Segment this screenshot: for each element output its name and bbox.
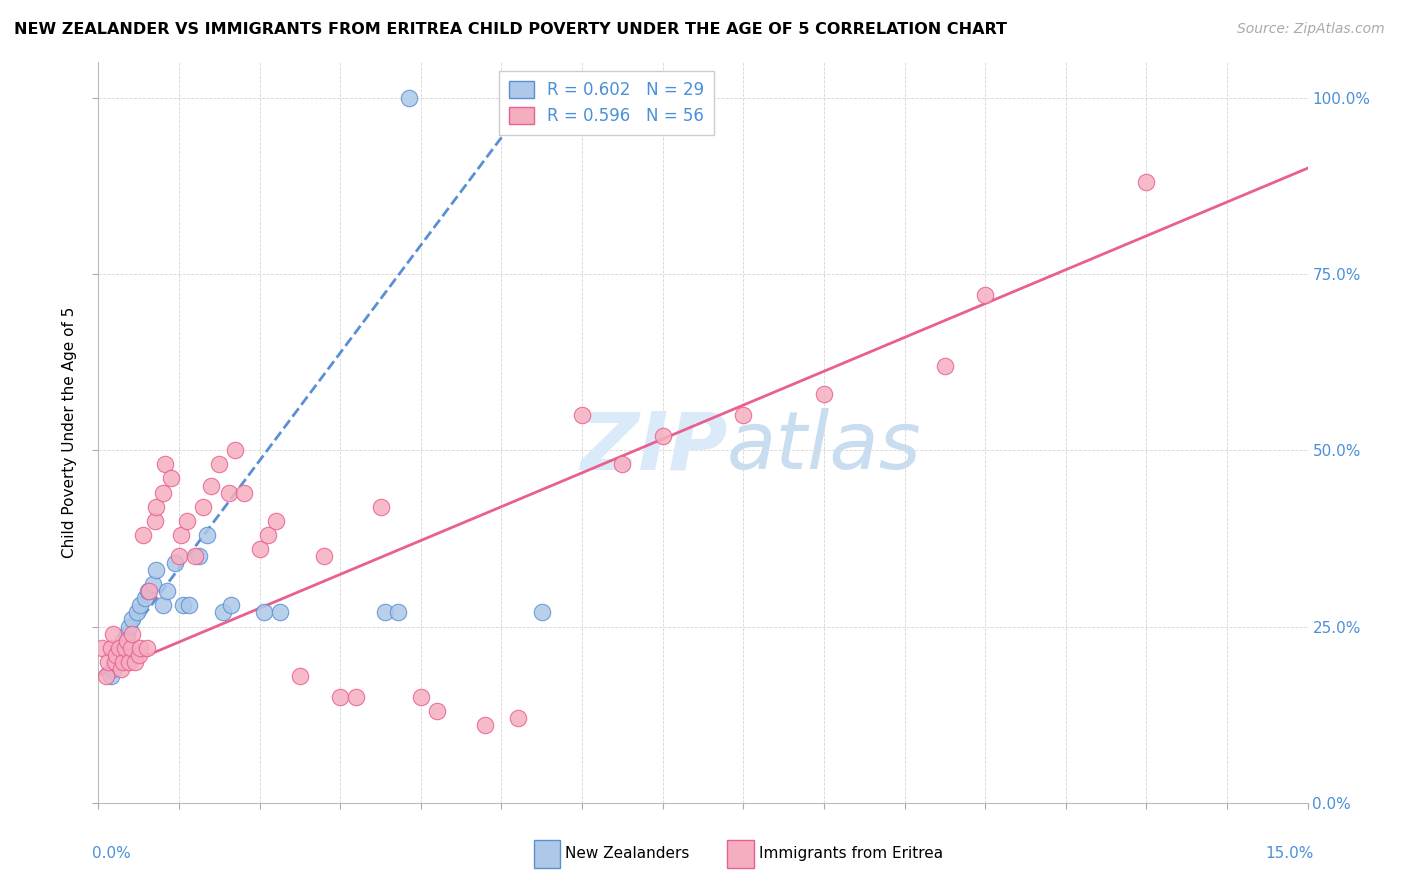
Point — [135, 640, 157, 655]
Point — [256, 528, 278, 542]
Point — [100, 669, 122, 683]
Point — [269, 606, 291, 620]
Point — [107, 640, 129, 655]
Point — [145, 563, 167, 577]
Point — [129, 640, 152, 655]
Point — [127, 606, 149, 620]
Point — [218, 485, 240, 500]
Point — [409, 690, 432, 704]
Point — [111, 655, 134, 669]
Point — [120, 640, 142, 655]
Point — [118, 619, 141, 633]
Point — [176, 514, 198, 528]
Point — [253, 606, 276, 620]
Point — [934, 359, 956, 373]
Legend: R = 0.602   N = 29, R = 0.596   N = 56: R = 0.602 N = 29, R = 0.596 N = 56 — [499, 70, 714, 136]
Point — [142, 577, 165, 591]
Point — [1135, 175, 1157, 189]
Text: 15.0%: 15.0% — [1265, 847, 1313, 862]
Point — [152, 599, 174, 613]
Point — [145, 500, 167, 514]
Point — [195, 528, 218, 542]
Point — [156, 584, 179, 599]
Point — [118, 655, 141, 669]
Point — [138, 584, 160, 599]
Point — [91, 640, 114, 655]
Point — [314, 549, 336, 563]
Point — [163, 556, 186, 570]
Text: Source: ZipAtlas.com: Source: ZipAtlas.com — [1237, 22, 1385, 37]
Point — [132, 528, 155, 542]
Point — [128, 648, 150, 662]
Point — [121, 612, 143, 626]
Point — [224, 443, 246, 458]
Point — [114, 640, 136, 655]
Point — [426, 704, 449, 718]
Point — [208, 458, 231, 472]
Point — [387, 606, 409, 620]
Point — [100, 640, 122, 655]
Point — [651, 429, 673, 443]
Point — [103, 655, 125, 669]
Point — [153, 458, 176, 472]
Text: ZIP: ZIP — [579, 409, 727, 486]
Text: Immigrants from Eritrea: Immigrants from Eritrea — [759, 847, 943, 862]
Point — [110, 640, 132, 655]
Point — [212, 606, 235, 620]
Point — [169, 528, 191, 542]
Point — [105, 648, 128, 662]
Bar — [534, 840, 561, 868]
Point — [115, 626, 138, 640]
Point — [329, 690, 352, 704]
Point — [160, 471, 183, 485]
Point — [96, 669, 118, 683]
Y-axis label: Child Poverty Under the Age of 5: Child Poverty Under the Age of 5 — [62, 307, 77, 558]
Point — [474, 718, 496, 732]
Point — [97, 655, 120, 669]
Point — [167, 549, 190, 563]
Point — [138, 584, 160, 599]
Text: atlas: atlas — [727, 409, 922, 486]
Point — [733, 408, 755, 422]
Point — [506, 711, 529, 725]
Point — [344, 690, 367, 704]
Point — [249, 541, 271, 556]
Point — [232, 485, 254, 500]
Point — [571, 408, 593, 422]
Point — [152, 485, 174, 500]
Point — [105, 655, 128, 669]
Text: NEW ZEALANDER VS IMMIGRANTS FROM ERITREA CHILD POVERTY UNDER THE AGE OF 5 CORREL: NEW ZEALANDER VS IMMIGRANTS FROM ERITREA… — [14, 22, 1007, 37]
Point — [374, 606, 396, 620]
Point — [221, 599, 243, 613]
Point — [612, 458, 634, 472]
Point — [193, 500, 215, 514]
Point — [101, 626, 124, 640]
Bar — [727, 840, 754, 868]
Point — [134, 591, 156, 606]
Point — [110, 662, 132, 676]
Point — [172, 599, 194, 613]
Point — [974, 288, 997, 302]
Point — [188, 549, 211, 563]
Point — [398, 91, 420, 105]
Point — [200, 478, 222, 492]
Text: 0.0%: 0.0% — [93, 847, 131, 862]
Point — [177, 599, 200, 613]
Point — [121, 626, 143, 640]
Point — [143, 514, 166, 528]
Point — [288, 669, 311, 683]
Point — [813, 387, 835, 401]
Point — [129, 599, 152, 613]
Point — [101, 662, 124, 676]
Point — [112, 633, 135, 648]
Point — [264, 514, 287, 528]
Point — [530, 606, 553, 620]
Text: New Zealanders: New Zealanders — [565, 847, 689, 862]
Point — [184, 549, 207, 563]
Point — [124, 655, 146, 669]
Point — [115, 633, 138, 648]
Point — [370, 500, 392, 514]
